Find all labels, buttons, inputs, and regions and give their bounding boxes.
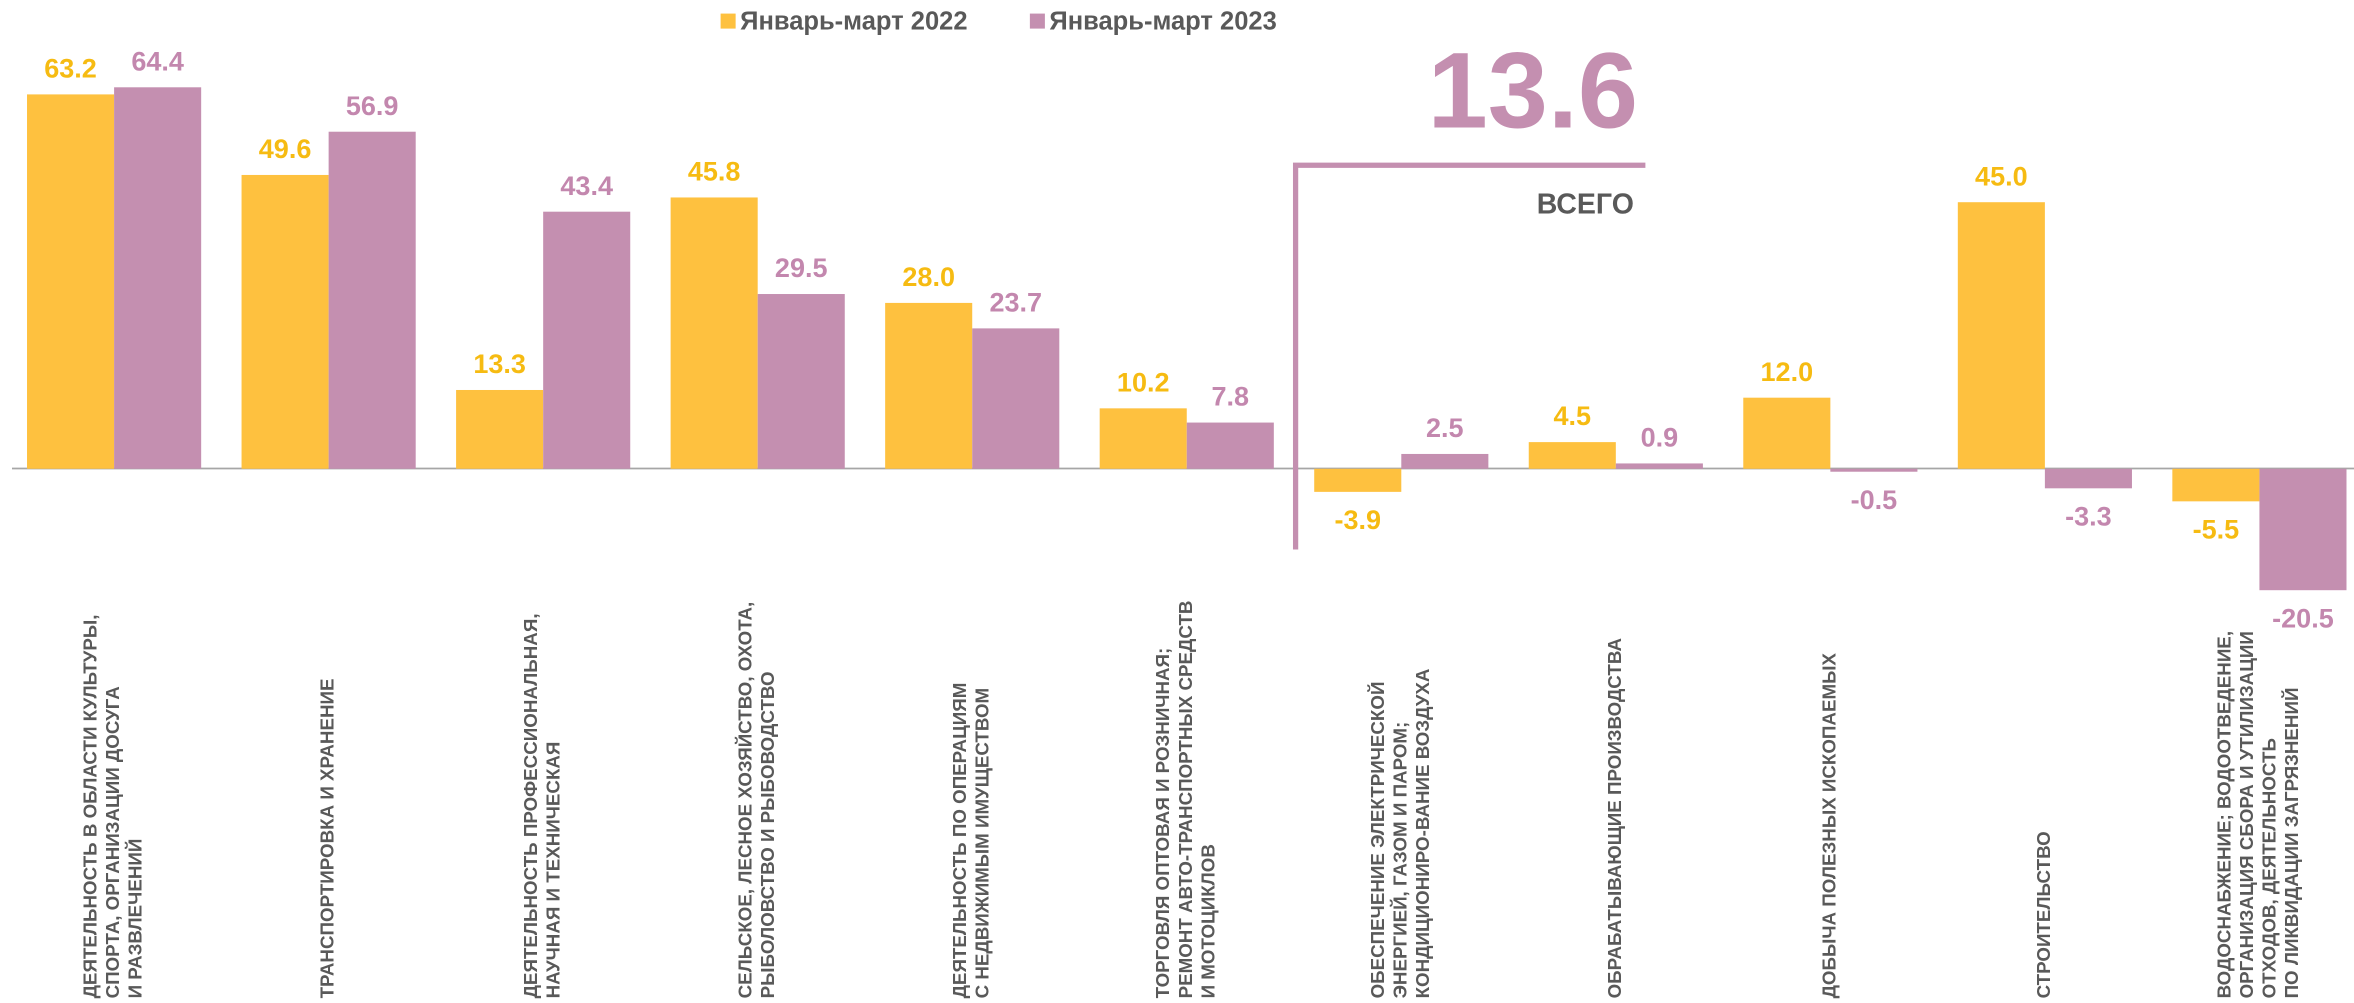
bar [1401, 453, 1489, 469]
value-label: 28.0 [902, 262, 955, 292]
x-tick-label: ДЕЯТЕЛЬНОСТЬ В ОБЛАСТИ КУЛЬТУРЫ, СПОРТА, … [80, 615, 146, 999]
value-label: 10.2 [1117, 367, 1170, 397]
value-label: 63.2 [44, 54, 97, 84]
x-tick-label: ДЕЯТЕЛЬНОСТЬ ПРОФЕССИОНАЛЬНАЯ, НАУЧНАЯ И … [520, 613, 564, 998]
x-tick-label: ОБРАБАТЫВАЮЩИЕ ПРОИЗВОДСТВА [1604, 638, 1625, 999]
bar [1186, 422, 1274, 469]
value-label: 45.0 [1975, 161, 2028, 191]
value-label: -3.9 [1334, 505, 1381, 535]
legend-label: Январь-март 2022 [740, 7, 967, 35]
value-label: 2.5 [1426, 413, 1464, 443]
x-tick-label: ТРАНСПОРТИРОВКА И ХРАНЕНИЕ [317, 679, 338, 999]
bar [241, 174, 329, 469]
bar [27, 94, 115, 469]
bar [1957, 202, 2045, 469]
bar [2044, 468, 2132, 489]
bar [1099, 408, 1187, 469]
x-tick-label: ДОБЫЧА ПОЛЕЗНЫХ ИСКОПАЕМЫХ [1818, 653, 1839, 999]
x-tick-label: СЕЛЬСКОЕ, ЛЕСНОЕ ХОЗЯЙСТВО, ОХОТА, РЫБОЛО… [734, 602, 778, 999]
bar [757, 294, 845, 469]
bar [456, 389, 544, 469]
value-label: -3.3 [2065, 501, 2112, 531]
bar [972, 328, 1060, 469]
x-tick-label: ДЕЯТЕЛЬНОСТЬ ПО ОПЕРАЦИЯМ С НЕДВИЖИМЫМ ИМ… [949, 683, 993, 999]
bar [1615, 463, 1703, 469]
value-label: 13.3 [473, 349, 526, 379]
bar [2259, 468, 2347, 591]
value-label: -20.5 [2272, 603, 2334, 633]
total-label: ВСЕГО [1537, 188, 1634, 220]
value-label: 4.5 [1554, 401, 1592, 431]
value-label: 23.7 [989, 287, 1042, 317]
value-label: 45.8 [688, 157, 741, 187]
value-label: -0.5 [1851, 485, 1898, 515]
total-value: 13.6 [1428, 30, 1638, 151]
legend-label: Январь-март 2023 [1049, 7, 1276, 35]
value-label: 64.4 [131, 46, 184, 76]
bar [2172, 468, 2260, 502]
bar [543, 211, 631, 469]
bar [328, 131, 416, 469]
bar [1314, 468, 1402, 492]
value-label: 7.8 [1212, 382, 1250, 412]
value-label: 12.0 [1761, 357, 1814, 387]
bar [1528, 442, 1616, 469]
x-tick-label: ВОДОСНАБЖЕНИЕ; ВОДООТВЕДЕНИЕ, ОРГАНИЗАЦИЯ… [2214, 631, 2303, 998]
value-label: 56.9 [346, 91, 399, 121]
x-tick-label: ОБЕСПЕЧЕНИЕ ЭЛЕКТРИЧЕСКОЙ ЭНЕРГИЕЙ, ГАЗОМ… [1367, 668, 1433, 998]
bar [1830, 468, 1918, 472]
bar [114, 87, 202, 469]
legend-swatch [720, 13, 736, 29]
value-label: 0.9 [1641, 423, 1679, 453]
bar [1743, 397, 1831, 469]
x-tick-label: ТОРГОВЛЯ ОПТОВАЯ И РОЗНИЧНАЯ; РЕМОНТ АВТО… [1152, 601, 1218, 999]
value-label: -5.5 [2193, 515, 2240, 545]
legend-swatch [1029, 13, 1045, 29]
value-label: 49.6 [259, 134, 312, 164]
x-tick-label: СТРОИТЕЛЬСТВО [2033, 831, 2054, 998]
value-label: 43.4 [560, 171, 613, 201]
bar [670, 197, 758, 469]
total-bracket [1292, 162, 1646, 550]
value-label: 29.5 [775, 253, 828, 283]
bar [885, 302, 973, 469]
